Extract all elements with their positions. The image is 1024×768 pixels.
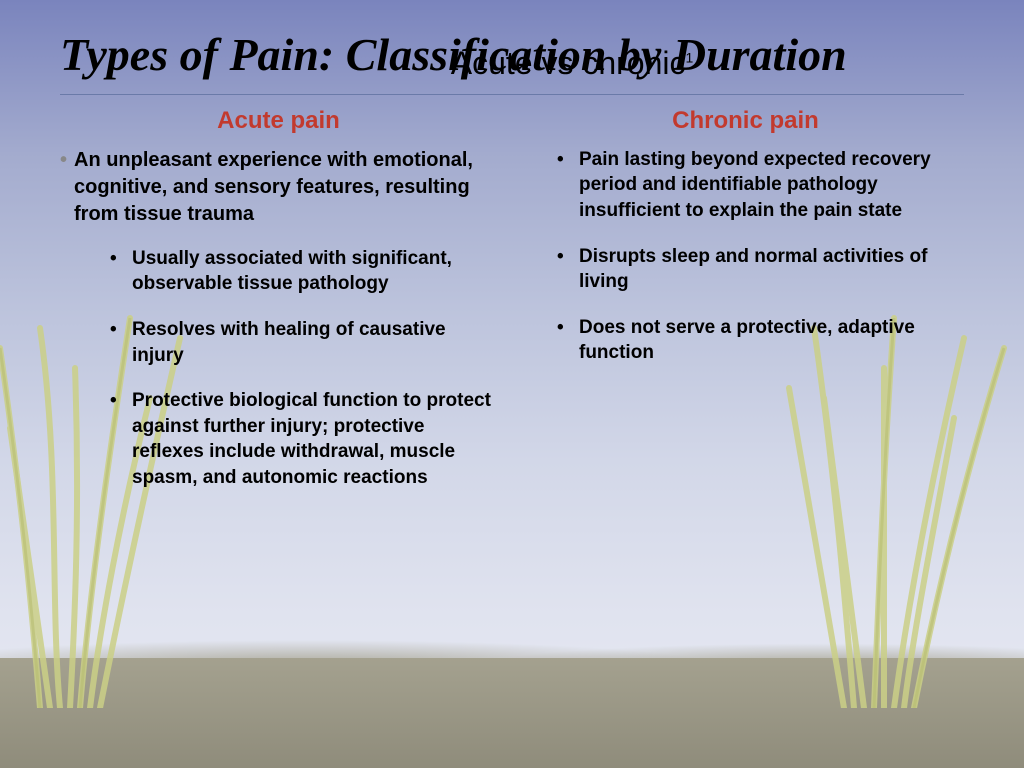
list-item: Does not serve a protective, adaptive fu… <box>557 315 964 366</box>
subtitle-text: Acute vs chronic <box>451 45 686 81</box>
column-left: Acute pain An unpleasant experience with… <box>60 107 497 511</box>
list-item: Usually associated with significant, obs… <box>110 246 497 297</box>
list-item: Pain lasting beyond expected recovery pe… <box>557 147 964 224</box>
right-bullets: Pain lasting beyond expected recovery pe… <box>527 147 964 366</box>
right-header: Chronic pain <box>527 107 964 135</box>
list-item: Resolves with healing of causative injur… <box>110 317 497 368</box>
left-header: Acute pain <box>60 107 497 135</box>
slide: Types of Pain: Classification by Duratio… <box>0 0 1024 768</box>
column-right: Chronic pain Pain lasting beyond expecte… <box>527 107 964 511</box>
left-lead: An unpleasant experience with emotional,… <box>60 147 497 228</box>
columns: Acute pain An unpleasant experience with… <box>60 107 964 511</box>
subtitle-ref: 1 <box>685 49 693 65</box>
ground <box>0 658 1024 768</box>
divider-line <box>60 94 964 95</box>
list-item: Protective biological function to protec… <box>110 388 497 491</box>
left-bullets: Usually associated with significant, obs… <box>60 246 497 491</box>
content: Types of Pain: Classification by Duratio… <box>60 30 964 511</box>
list-item: Disrupts sleep and normal activities of … <box>557 244 964 295</box>
